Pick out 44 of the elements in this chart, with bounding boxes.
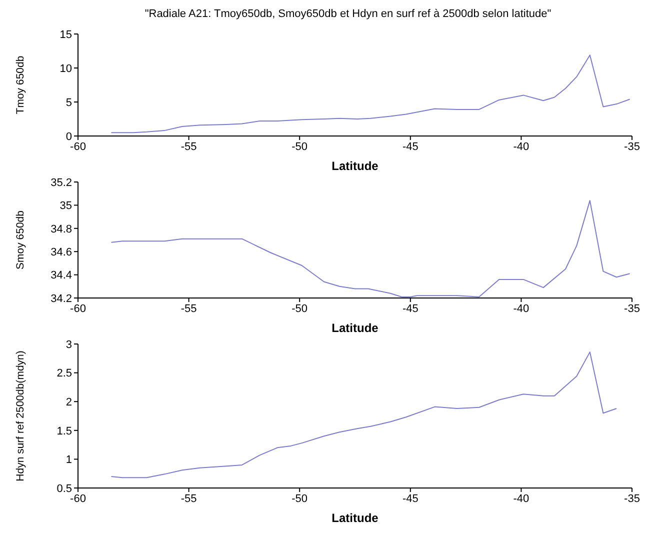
x-tick-label: -60 [70, 140, 86, 153]
x-tick-label: -55 [180, 302, 197, 315]
x-axis-title: Latitude [332, 321, 379, 335]
x-axis-title: Latitude [332, 159, 379, 173]
x-tick-label: -45 [402, 140, 418, 153]
y-tick-label: 0.5 [56, 482, 72, 495]
y-tick-label: 34.2 [50, 292, 72, 305]
x-tick-label: -45 [402, 302, 418, 315]
chart-title: "Radiale A21: Tmoy650db, Smoy650db et Hdyn en surf ref à 2500db selon latitude" [144, 8, 552, 22]
x-tick-label: -50 [292, 492, 308, 505]
y-axis-title: Tmoy 650db [14, 56, 27, 114]
x-tick-label: -55 [180, 492, 197, 505]
line-series [110, 352, 617, 478]
y-axis-title: Smoy 650db [14, 210, 27, 270]
y-axis-title: Hdyn surf ref 2500db(mdyn) [14, 350, 27, 482]
y-tick-label: 5 [66, 96, 72, 109]
y-tick-label: 3 [66, 338, 72, 351]
y-tick-label: 0 [66, 130, 72, 143]
x-tick-label: -50 [292, 302, 308, 315]
y-tick-label: 34.4 [50, 270, 72, 282]
y-tick-label: 1 [66, 454, 72, 466]
y-tick-label: 15 [60, 28, 72, 41]
y-tick-label: 35.2 [50, 176, 72, 189]
y-tick-label: 35 [60, 200, 72, 212]
x-axis-title: Latitude [332, 511, 379, 525]
x-tick-label: -40 [513, 302, 530, 315]
line-series [110, 200, 630, 298]
y-tick-label: 34.6 [50, 246, 72, 259]
x-tick-label: -50 [292, 140, 308, 153]
x-tick-label: -35 [624, 492, 640, 505]
x-tick-label: -40 [513, 140, 530, 153]
y-tick-label: 34.8 [50, 223, 72, 236]
x-tick-label: -35 [624, 302, 640, 315]
x-tick-label: -60 [70, 302, 86, 315]
y-tick-label: 10 [60, 62, 72, 75]
y-tick-label: 2 [66, 396, 72, 409]
x-tick-label: -45 [402, 492, 418, 505]
x-tick-label: -35 [624, 140, 640, 153]
y-tick-label: 2.5 [56, 368, 72, 380]
x-tick-label: -40 [513, 492, 530, 505]
x-tick-label: -55 [180, 140, 197, 153]
x-tick-label: -60 [70, 492, 86, 505]
y-tick-label: 1.5 [56, 425, 72, 438]
line-series [110, 54, 630, 134]
